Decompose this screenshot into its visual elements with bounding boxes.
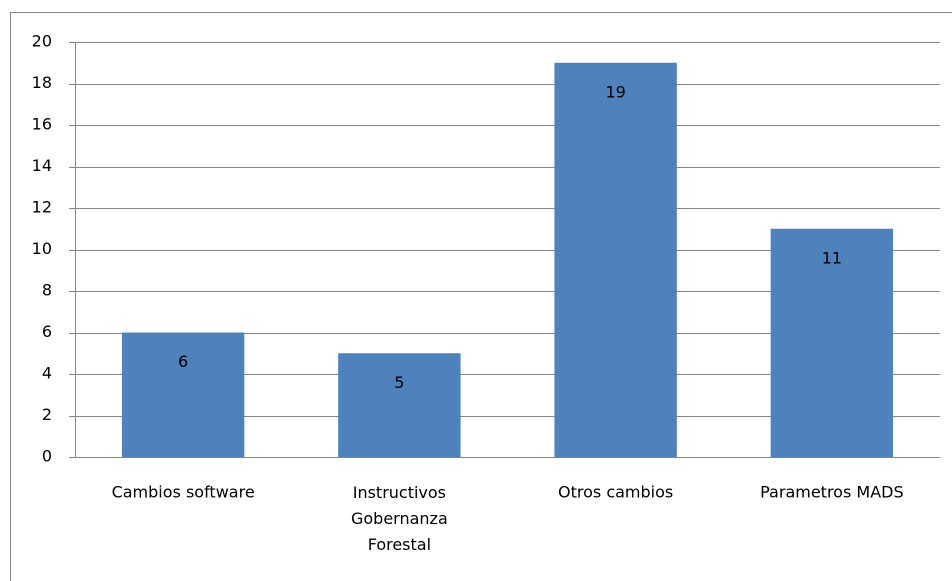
data-label: 11 (822, 248, 842, 267)
y-tick-label: 2 (42, 405, 52, 424)
y-tick-label: 8 (42, 281, 52, 300)
x-tick-label: Otros cambios (558, 483, 673, 502)
y-tick-label: 16 (32, 115, 52, 134)
y-tick-label: 4 (42, 364, 52, 383)
x-tick-label: Cambios software (112, 483, 255, 502)
bar (554, 62, 677, 457)
y-tick-label: 18 (32, 73, 52, 92)
data-label: 5 (394, 373, 404, 392)
bar (121, 332, 245, 457)
bar (770, 228, 894, 457)
y-tick-label: 6 (42, 322, 52, 341)
x-tick-label: Parametros MADS (760, 483, 903, 502)
x-tick-label: Instructivos Gobernanza Forestal (351, 483, 448, 554)
data-label: 6 (178, 352, 188, 371)
y-tick-label: 0 (42, 447, 52, 466)
y-tick-label: 14 (32, 156, 52, 175)
bar (338, 353, 461, 457)
data-label: 19 (605, 82, 625, 101)
y-tick-label: 10 (32, 239, 52, 258)
y-tick-label: 20 (32, 32, 52, 51)
y-tick-label: 12 (32, 198, 52, 217)
